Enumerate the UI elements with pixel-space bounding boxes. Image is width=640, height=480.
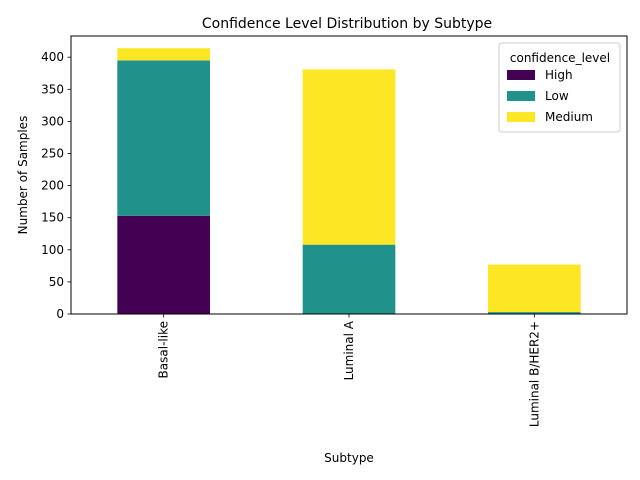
x-tick-label: Luminal A [342,320,356,380]
y-tick-label: 0 [56,307,64,321]
x-axis: Basal-like Luminal A Luminal B/HER2+ [157,314,541,427]
bar-medium-0 [117,48,210,61]
x-axis-label: Subtype [324,451,374,465]
y-tick-label: 350 [41,82,64,96]
bar-low-2 [488,312,581,314]
legend-title: confidence_level [510,51,610,65]
bar-low-1 [302,244,396,314]
y-tick-label: 50 [49,275,64,289]
legend-swatch-high [507,70,535,80]
legend-label-high: High [545,68,573,82]
bar-medium-2 [488,264,581,313]
y-tick-label: 400 [41,50,64,64]
y-axis: 0 50 100 150 200 250 300 350 400 [41,50,71,321]
y-axis-label: Number of Samples [16,116,30,235]
x-tick-label: Basal-like [157,321,171,378]
y-tick-label: 100 [41,243,64,257]
bar-medium-1 [302,69,396,245]
legend: confidence_level High Low Medium [498,42,621,133]
chart-title: Confidence Level Distribution by Subtype [202,16,492,32]
x-tick-label: Luminal B/HER2+ [527,321,541,427]
legend-label-low: Low [545,89,569,103]
legend-box [498,42,621,133]
y-tick-label: 150 [41,211,64,225]
legend-swatch-medium [507,112,535,122]
y-tick-label: 200 [41,179,64,193]
bar-low-0 [117,60,210,216]
y-tick-label: 250 [41,146,64,160]
bar-high-0 [117,215,210,314]
legend-swatch-low [507,91,535,101]
y-tick-label: 300 [41,114,64,128]
legend-label-medium: Medium [545,110,593,124]
